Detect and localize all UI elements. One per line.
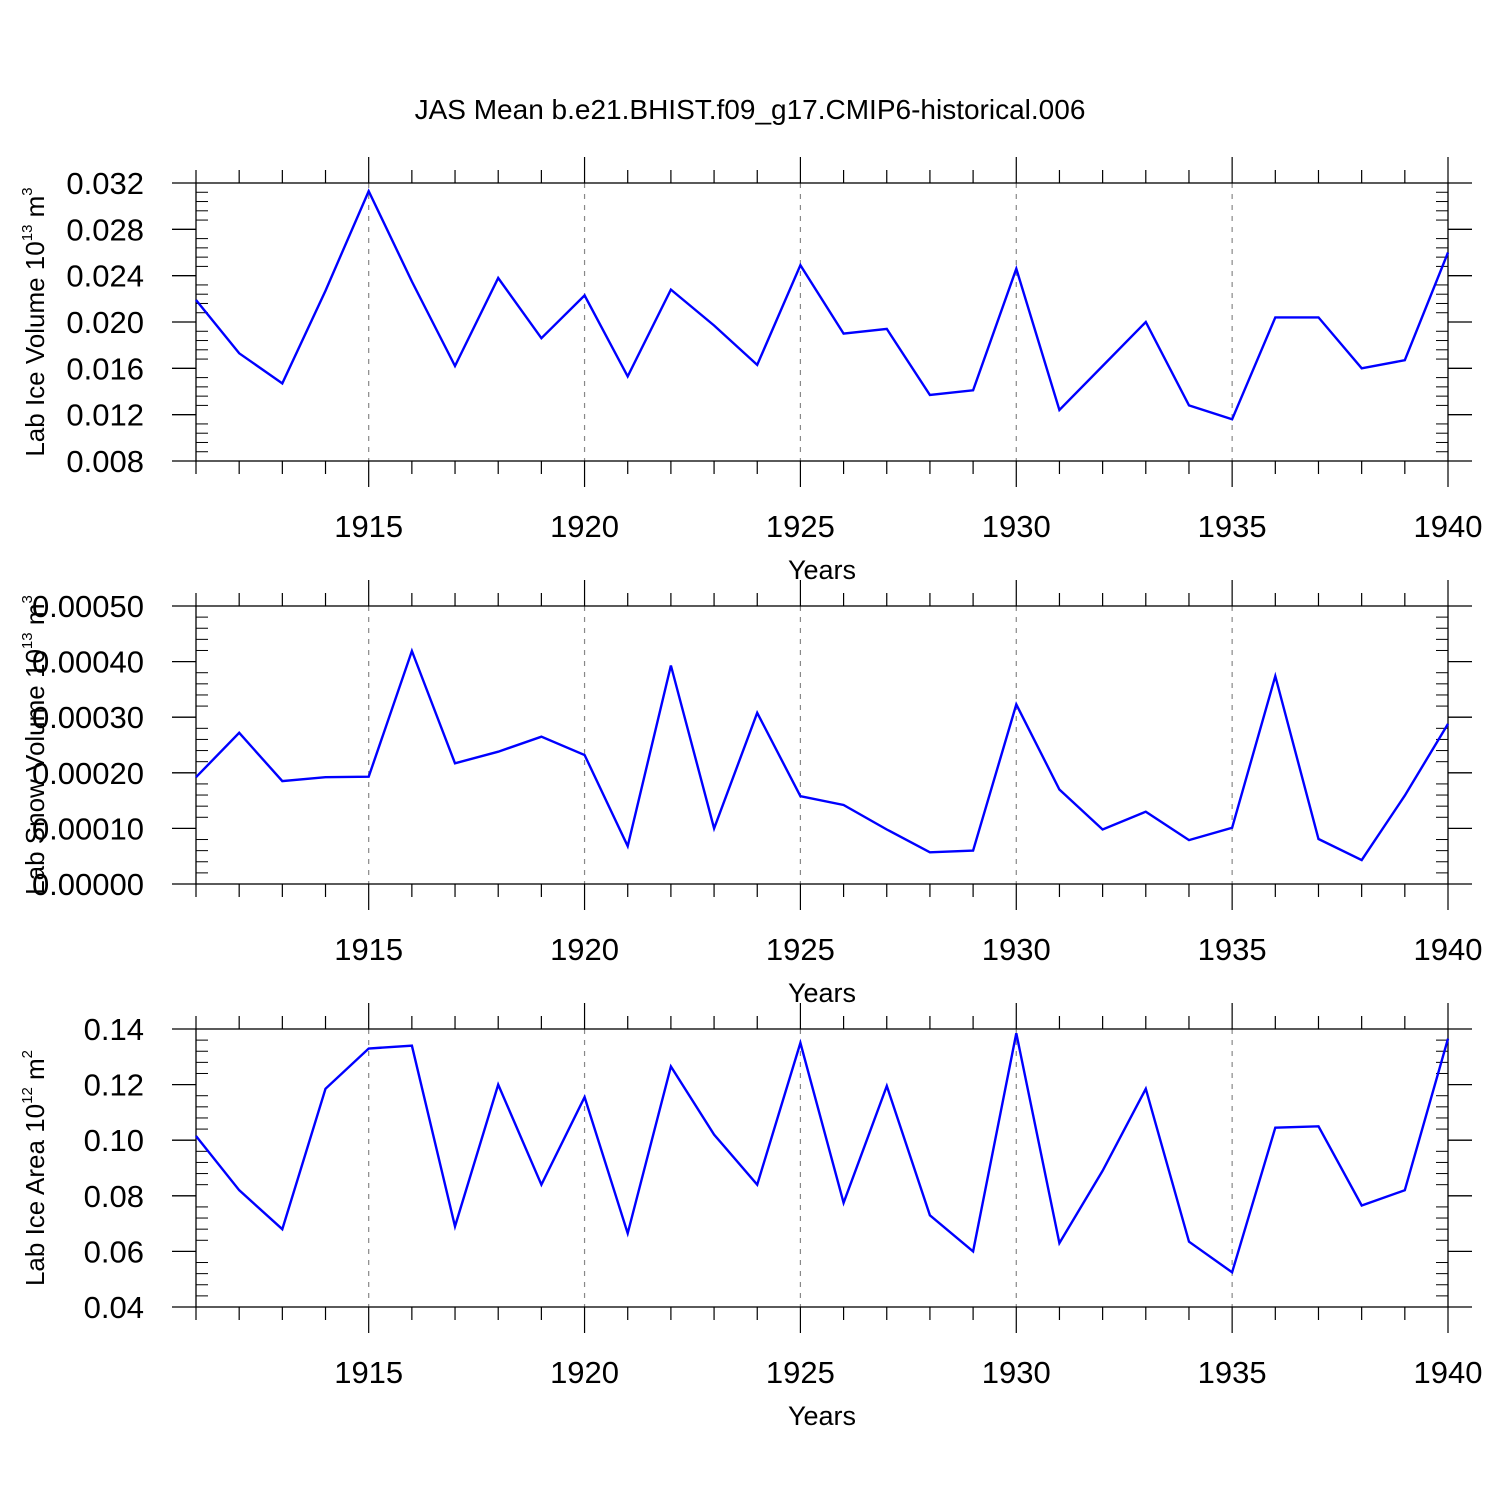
y-tick-label: 0.00050 [32,589,144,624]
y-axis-label-unit: m [20,1058,50,1087]
y-tick-label: 0.020 [66,305,144,340]
y-axis-label: Lab Ice Volume 1013 m3 [19,187,50,456]
y-tick-label: 0.00000 [32,867,144,902]
y-axis-label-unit: m [20,604,50,633]
y-axis-label-unit-exponent: 3 [19,595,36,603]
panel-3: 0.04 0.06 0.08 0.10 0.12 0.14 1915 1920 1925 1930… [19,1003,1482,1431]
x-tick-label: 1930 [982,509,1051,544]
plot-frame [195,605,1449,885]
y-axis-label: Lab Ice Area 1012 m2 [19,1050,50,1286]
y-tick-label: 0.12 [84,1068,144,1103]
y-tick-label: 0.04 [84,1290,144,1325]
x-tick-label: 1930 [982,932,1051,967]
y-tick-label: 0.016 [66,351,144,386]
x-tick-label: 1935 [1198,509,1267,544]
x-tick-label: 1935 [1198,1355,1267,1390]
y-tick-label: 0.028 [66,212,144,247]
y-tick-label: 0.08 [84,1179,144,1214]
figure-title: JAS Mean b.e21.BHIST.f09_g17.CMIP6-histo… [415,94,1086,125]
y-axis-label-unit-exponent: 2 [19,1050,36,1058]
y-tick-label: 0.00020 [32,756,144,791]
chart-panels: 0.008 0.012 0.016 0.020 0.024 0.028 0.032 1915 1… [19,157,1482,1431]
x-tick-label: 1915 [334,509,403,544]
x-tick-label: 1935 [1198,932,1267,967]
y-axis-label-exponent: 13 [19,225,36,242]
series-line [195,647,1450,862]
y-tick-label: 0.024 [66,259,144,294]
y-tick-label: 0.00030 [32,700,144,735]
panel-1: 0.008 0.012 0.016 0.020 0.024 0.028 0.032 1915 1… [19,157,1482,585]
y-tick-label: 0.10 [84,1123,144,1158]
y-axis-label-text: Lab Ice Volume 10 [20,241,50,456]
y-tick-label: 0.032 [66,166,144,201]
x-tick-label: 1925 [766,509,835,544]
x-tick-label: 1915 [334,1355,403,1390]
x-tick-label: 1925 [766,932,835,967]
y-axis-label-exponent: 12 [19,1087,36,1104]
x-tick-label: 1930 [982,1355,1051,1390]
x-tick-label: 1920 [550,509,619,544]
y-tick-label: 0.012 [66,398,144,433]
y-axis-label-text: Lab Ice Area 10 [20,1104,50,1286]
y-tick-label: 0.06 [84,1234,144,1269]
x-tick-label: 1940 [1414,932,1483,967]
y-tick-label: 0.14 [84,1012,144,1047]
series-line [195,1032,1450,1275]
x-tick-label: 1920 [550,1355,619,1390]
y-axis-label-exponent: 13 [19,632,36,649]
y-tick-label: 0.00010 [32,811,144,846]
y-tick-label: 0.00040 [32,645,144,680]
x-axis-label: Years [788,978,856,1008]
x-axis-label: Years [788,555,856,585]
x-tick-label: 1925 [766,1355,835,1390]
x-tick-label: 1940 [1414,509,1483,544]
series-line [195,188,1450,421]
y-tick-label: 0.008 [66,444,144,479]
y-axis-label-text: Lab Snow Volume 10 [20,649,50,895]
x-tick-label: 1915 [334,932,403,967]
x-tick-label: 1940 [1414,1355,1483,1390]
y-axis-label: Lab Snow Volume 1013 m3 [19,595,50,895]
y-axis-label-unit: m [20,196,50,225]
plot-frame [195,1028,1449,1308]
x-axis-label: Years [788,1401,856,1431]
y-axis-label-unit-exponent: 3 [19,187,36,195]
panel-2: 0.00000 0.00010 0.00020 0.00030 0.00040 0.000… [19,580,1482,1008]
x-tick-label: 1920 [550,932,619,967]
